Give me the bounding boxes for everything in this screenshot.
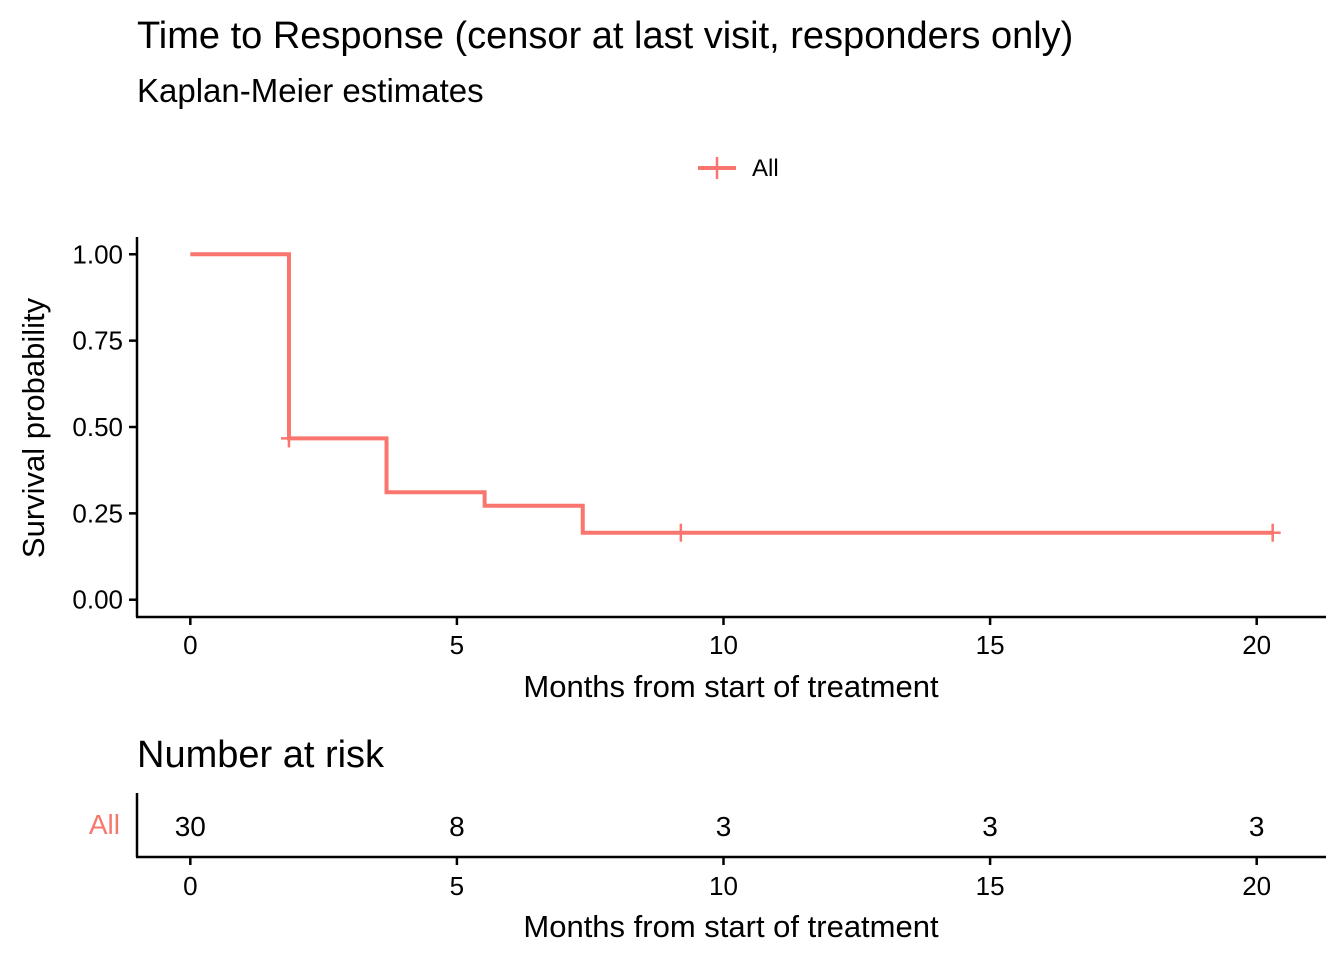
y-tick-label: 0.75: [72, 326, 123, 356]
censor-mark: [1264, 523, 1281, 542]
risk-row-label-all: All: [89, 809, 120, 840]
x-tick-label: 15: [976, 630, 1005, 660]
y-tick-label: 1.00: [72, 239, 123, 269]
x-tick-label: 0: [183, 630, 197, 660]
y-ticks: 0.00 0.25 0.50 0.75 1.00: [72, 239, 137, 615]
risk-x-axis-title: Months from start of treatment: [523, 909, 939, 944]
y-tick-label: 0.00: [72, 585, 123, 615]
risk-count: 3: [716, 811, 732, 842]
risk-x-tick-label: 5: [450, 871, 464, 901]
legend: All: [698, 155, 779, 182]
x-tick-label: 5: [450, 630, 464, 660]
y-axis-title: Survival probability: [16, 297, 51, 558]
survival-curve-all: [190, 252, 1273, 535]
legend-label-all: All: [752, 155, 779, 182]
chart-title: Time to Response (censor at last visit, …: [137, 15, 1073, 57]
censor-marks: [280, 429, 1281, 542]
y-tick-label: 0.25: [72, 498, 123, 528]
risk-count: 3: [1249, 811, 1265, 842]
risk-counts: 30 8 3 3 3: [175, 811, 1265, 842]
risk-x-tick-label: 0: [183, 871, 197, 901]
censor-mark: [672, 523, 689, 542]
x-ticks: 0 5 10 15 20: [183, 617, 1271, 660]
x-tick-label: 20: [1242, 630, 1271, 660]
risk-count: 30: [175, 811, 206, 842]
risk-x-tick-label: 15: [976, 871, 1005, 901]
risk-count: 3: [982, 811, 998, 842]
survival-plot: 0.00 0.25 0.50 0.75 1.00 0 5 10 15 20 Months fro…: [16, 237, 1326, 704]
x-axis-title: Months from start of treatment: [523, 669, 939, 704]
risk-x-ticks: 0 5 10 15 20: [183, 857, 1271, 901]
y-tick-label: 0.50: [72, 412, 123, 442]
chart-subtitle: Kaplan-Meier estimates: [137, 72, 484, 109]
censor-mark: [280, 429, 297, 448]
risk-count: 8: [449, 811, 465, 842]
risk-x-tick-label: 10: [709, 871, 738, 901]
risk-table-title: Number at risk: [137, 734, 385, 776]
x-tick-label: 10: [709, 630, 738, 660]
risk-table: Number at risk All 30 8 3 3 3 0 5 10 15 20 Month…: [89, 734, 1326, 944]
risk-x-tick-label: 20: [1242, 871, 1271, 901]
